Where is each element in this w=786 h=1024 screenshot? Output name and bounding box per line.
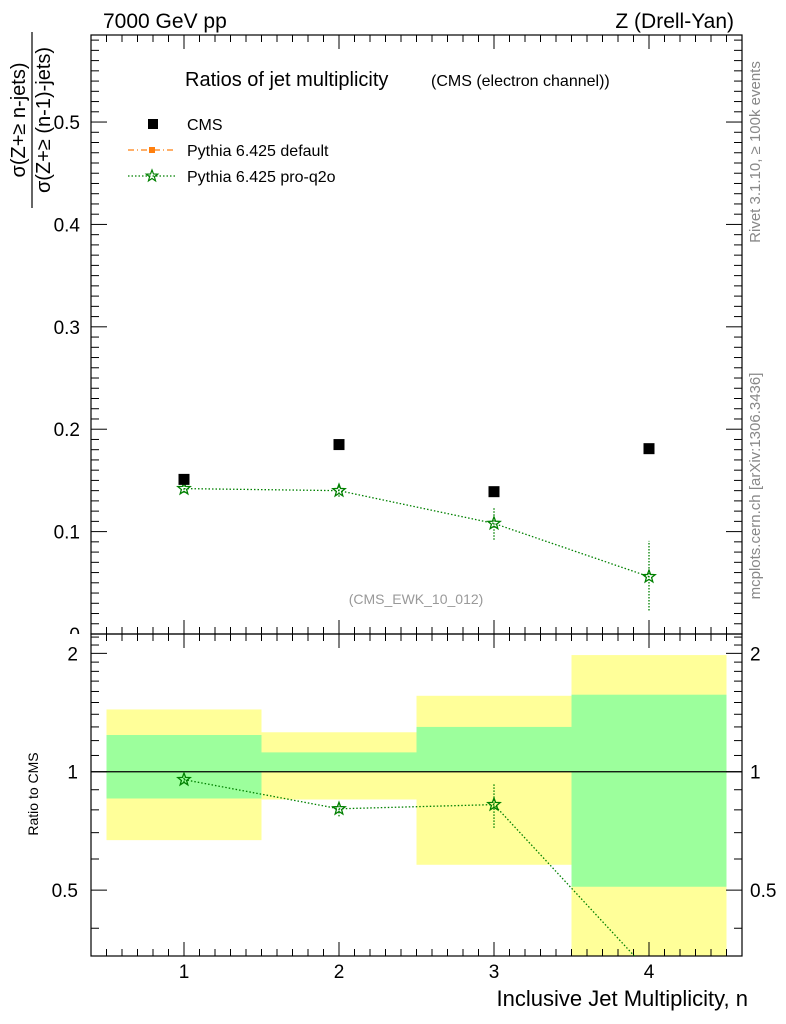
y-tick-label: 0.4 (54, 215, 81, 236)
ratio-band-1sigma (106, 735, 262, 799)
point-pro-q2o (641, 568, 657, 584)
x-tick-label: 3 (489, 962, 500, 983)
point-cms (333, 439, 345, 451)
ratio-axis-label: Ratio to CMS (25, 752, 41, 835)
ratio-point-pro-q2o (331, 800, 347, 816)
chart-title: Ratios of jet multiplicity (185, 69, 388, 91)
mcplots-label: mcplots.cern.ch [arXiv:1306.3436] (747, 373, 764, 600)
ratio-line-pro-q2o (183, 778, 636, 956)
data-marks (176, 439, 657, 956)
ratio-point-pro-q2o (486, 796, 502, 812)
point-cms (643, 443, 655, 455)
legend-label-default: Pythia 6.425 default (187, 143, 329, 160)
ratio-band-1sigma (416, 726, 572, 772)
ratio-band-1sigma (261, 752, 417, 772)
ratio-band-2sigma (416, 695, 572, 865)
ratio-band-1sigma (571, 694, 727, 887)
y-axis-label: σ(Z+≥ n-jets) σ(Z+≥ (n-1)-jets) (8, 32, 55, 208)
x-tick-label: 1 (179, 962, 190, 983)
ratio-tick-label-left: 0.5 (52, 881, 78, 902)
ratio-series-pro-q2o (176, 771, 636, 956)
point-pro-q2o (486, 515, 502, 531)
axes-ticks: 1 2 3 4 0.1 0.2 0.3 0.4 0.5 0 0.5 0.5 1 1 2 2 (52, 35, 776, 983)
beam-label: 7000 GeV pp (103, 10, 227, 33)
ratio-bands (91, 655, 742, 956)
rivet-version-label: Rivet 3.1.10, ≥ 100k events (747, 61, 764, 243)
point-cms (488, 486, 500, 498)
legend-marker-cms (148, 119, 158, 129)
y-tick-label: 0.5 (54, 113, 80, 134)
ratio-tick-label-left: 1 (67, 763, 78, 784)
legend-label-cms: CMS (187, 117, 223, 134)
x-tick-label: 4 (644, 962, 655, 983)
x-tick-label: 2 (334, 962, 345, 983)
legend-star-shape (144, 168, 160, 183)
legend-marker-pro-q2o (144, 168, 160, 183)
y-axis-label-numerator: σ(Z+≥ n-jets) (8, 63, 30, 178)
legend-label-pro-q2o: Pythia 6.425 pro-q2o (187, 169, 336, 186)
legend: CMS Pythia 6.425 default Pythia 6.425 pr… (128, 117, 336, 186)
y-tick-label: 0.3 (54, 318, 80, 339)
x-axis-label: Inclusive Jet Multiplicity, n (497, 986, 748, 1011)
ratio-tick-label-left: 2 (67, 644, 78, 665)
ratio-tick-label-right: 1 (750, 763, 761, 784)
point-pro-q2o (176, 480, 192, 496)
y-axis-label-denominator: σ(Z+≥ (n-1)-jets) (33, 47, 55, 193)
legend-marker-default (149, 147, 155, 153)
analysis-tag: (CMS_EWK_10_012) (349, 591, 484, 607)
point-cms (178, 473, 190, 485)
y-tick-label-zero: 0 (69, 625, 80, 646)
y-tick-label: 0.1 (54, 523, 80, 544)
chart-subtitle: (CMS (electron channel)) (431, 73, 610, 90)
ratio-point-pro-q2o (176, 771, 192, 787)
ratio-tick-label-right: 0.5 (750, 881, 776, 902)
ratio-tick-label-right: 2 (750, 644, 761, 665)
point-pro-q2o (331, 482, 347, 498)
process-label: Z (Drell-Yan) (615, 10, 734, 33)
series-line-pro-q2o (183, 487, 650, 578)
y-tick-label: 0.2 (54, 420, 80, 441)
